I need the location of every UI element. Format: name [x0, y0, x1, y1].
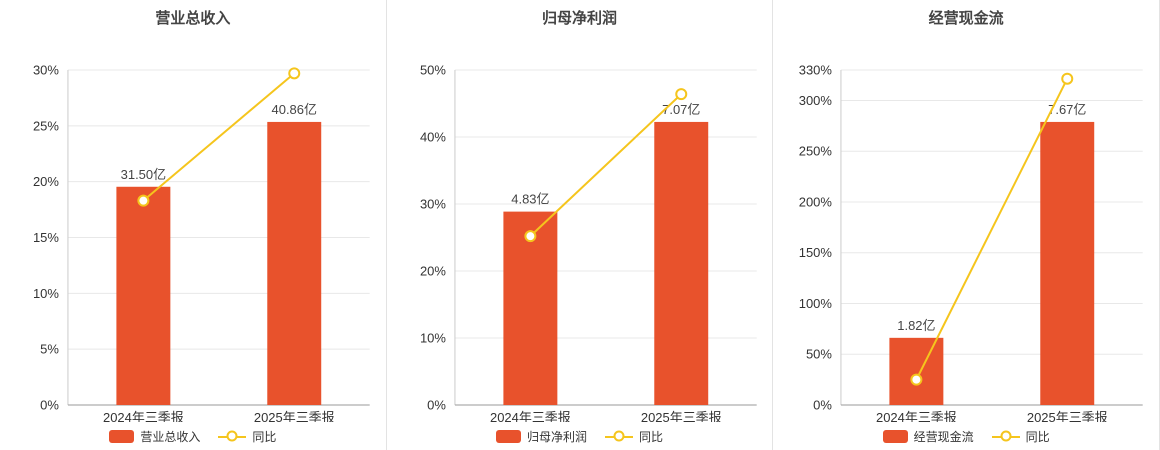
bar-series-swatch — [109, 429, 135, 443]
x-axis-label: 2025年三季报 — [1027, 410, 1108, 422]
yoy-marker-icon — [226, 430, 238, 442]
chart-title: 营业总收入 — [155, 10, 231, 27]
y-axis-label: 20% — [420, 263, 446, 278]
y-axis-label: 30% — [420, 196, 446, 211]
y-axis-label: 25% — [33, 118, 59, 133]
bar — [267, 121, 322, 406]
y-axis-label: 50% — [420, 62, 446, 77]
y-axis-label: 0% — [40, 397, 59, 412]
legend-label: 同比 — [252, 429, 277, 444]
legend-label: 经营现金流 — [913, 429, 974, 444]
chart-title: 归母净利润 — [542, 10, 618, 27]
legend-item-yoy-series[interactable]: 同比 — [218, 428, 276, 445]
chart-panel-total-revenue: 营业总收入 0% 5% 10% 15% 20% 25% 30% 31.50亿 2024年三季报 4… — [0, 0, 387, 450]
revenue-chart-canvas: 0% 5% 10% 15% 20% 25% 30% 31.50亿 2024年三季报 40.86亿 2… — [33, 62, 370, 422]
y-axis-label: 200% — [799, 194, 833, 209]
bar — [1040, 121, 1095, 406]
legend-item-bar-series[interactable]: 经营现金流 — [882, 428, 974, 445]
yoy-marker — [910, 373, 923, 386]
yoy-line — [529, 93, 682, 237]
y-axis-label: 20% — [33, 174, 59, 189]
cash-flow-chart-canvas: 0% 50% 100% 150% 200% 250% 300% 330% 1.82亿 2024年三… — [799, 62, 1144, 422]
bar-value-label: 7.67亿 — [1048, 102, 1086, 117]
bar-value-label: 4.83亿 — [511, 192, 549, 207]
yoy-series-swatch — [991, 430, 1020, 442]
yoy-marker-icon — [613, 430, 625, 442]
chart-legend: 营业总收入 同比 — [0, 422, 386, 450]
y-axis-label: 100% — [799, 296, 833, 311]
y-axis-label: 0% — [427, 397, 446, 412]
yoy-marker — [137, 194, 150, 207]
legend-label: 归母净利润 — [526, 429, 587, 444]
y-axis-label: 0% — [814, 397, 833, 412]
chart-legend: 经营现金流 同比 — [773, 422, 1159, 450]
y-axis-label: 30% — [33, 62, 59, 77]
net-profit-chart-canvas: 0% 10% 20% 30% 40% 50% 4.83亿 2024年三季报 7.07亿 2025年… — [420, 62, 757, 422]
yoy-line — [142, 72, 295, 202]
x-axis-label: 2025年三季报 — [254, 410, 335, 422]
legend-item-yoy-series[interactable]: 同比 — [605, 428, 663, 445]
bar — [653, 121, 708, 406]
bar-value-label: 1.82亿 — [898, 318, 936, 333]
x-axis-label: 2024年三季报 — [490, 410, 571, 422]
yoy-marker — [288, 67, 301, 80]
legend-label: 同比 — [639, 429, 664, 444]
chart-panel-operating-cash-flow: 经营现金流 0% 50% 100% 150% 200% 250% 300% 330% 1.82亿… — [773, 0, 1160, 450]
y-axis-label: 150% — [799, 245, 833, 260]
yoy-series-swatch — [605, 430, 633, 442]
legend-item-bar-series[interactable]: 归母净利润 — [495, 428, 587, 445]
bar — [889, 337, 944, 405]
yoy-marker — [674, 88, 687, 101]
bar-series-swatch — [495, 429, 521, 443]
legend-item-yoy-series[interactable]: 同比 — [991, 428, 1050, 445]
y-axis-label: 40% — [420, 129, 446, 144]
y-axis-label: 15% — [33, 230, 59, 245]
y-axis-label: 300% — [799, 93, 833, 108]
yoy-marker-icon — [1000, 430, 1012, 442]
bar — [503, 211, 558, 405]
legend-label: 营业总收入 — [140, 429, 201, 444]
yoy-series-swatch — [218, 430, 247, 442]
bar-value-label: 7.07亿 — [662, 102, 700, 117]
y-axis-label: 10% — [33, 286, 59, 301]
y-axis-label: 330% — [799, 62, 833, 77]
chart-title: 经营现金流 — [928, 10, 1004, 27]
bar-value-label: 40.86亿 — [272, 102, 317, 117]
bar-series-swatch — [882, 429, 908, 443]
x-axis-label: 2024年三季报 — [876, 410, 957, 422]
y-axis-label: 250% — [799, 144, 833, 159]
legend-item-bar-series[interactable]: 营业总收入 — [109, 428, 200, 445]
yoy-line — [915, 78, 1069, 381]
legend-label: 同比 — [1025, 429, 1050, 444]
yoy-marker — [1061, 72, 1074, 85]
chart-legend: 归母净利润 同比 — [387, 422, 773, 450]
x-axis-label: 2025年三季报 — [641, 410, 722, 422]
chart-panel-net-profit: 归母净利润 0% 10% 20% 30% 40% 50% 4.83亿 2024年三季报 7.07… — [387, 0, 774, 450]
bar — [116, 186, 171, 405]
y-axis-label: 50% — [806, 347, 832, 362]
bar-value-label: 31.50亿 — [121, 167, 166, 182]
x-axis-label: 2024年三季报 — [103, 410, 184, 422]
y-axis-label: 5% — [40, 342, 59, 357]
y-axis-label: 10% — [420, 330, 446, 345]
yoy-marker — [524, 230, 537, 243]
